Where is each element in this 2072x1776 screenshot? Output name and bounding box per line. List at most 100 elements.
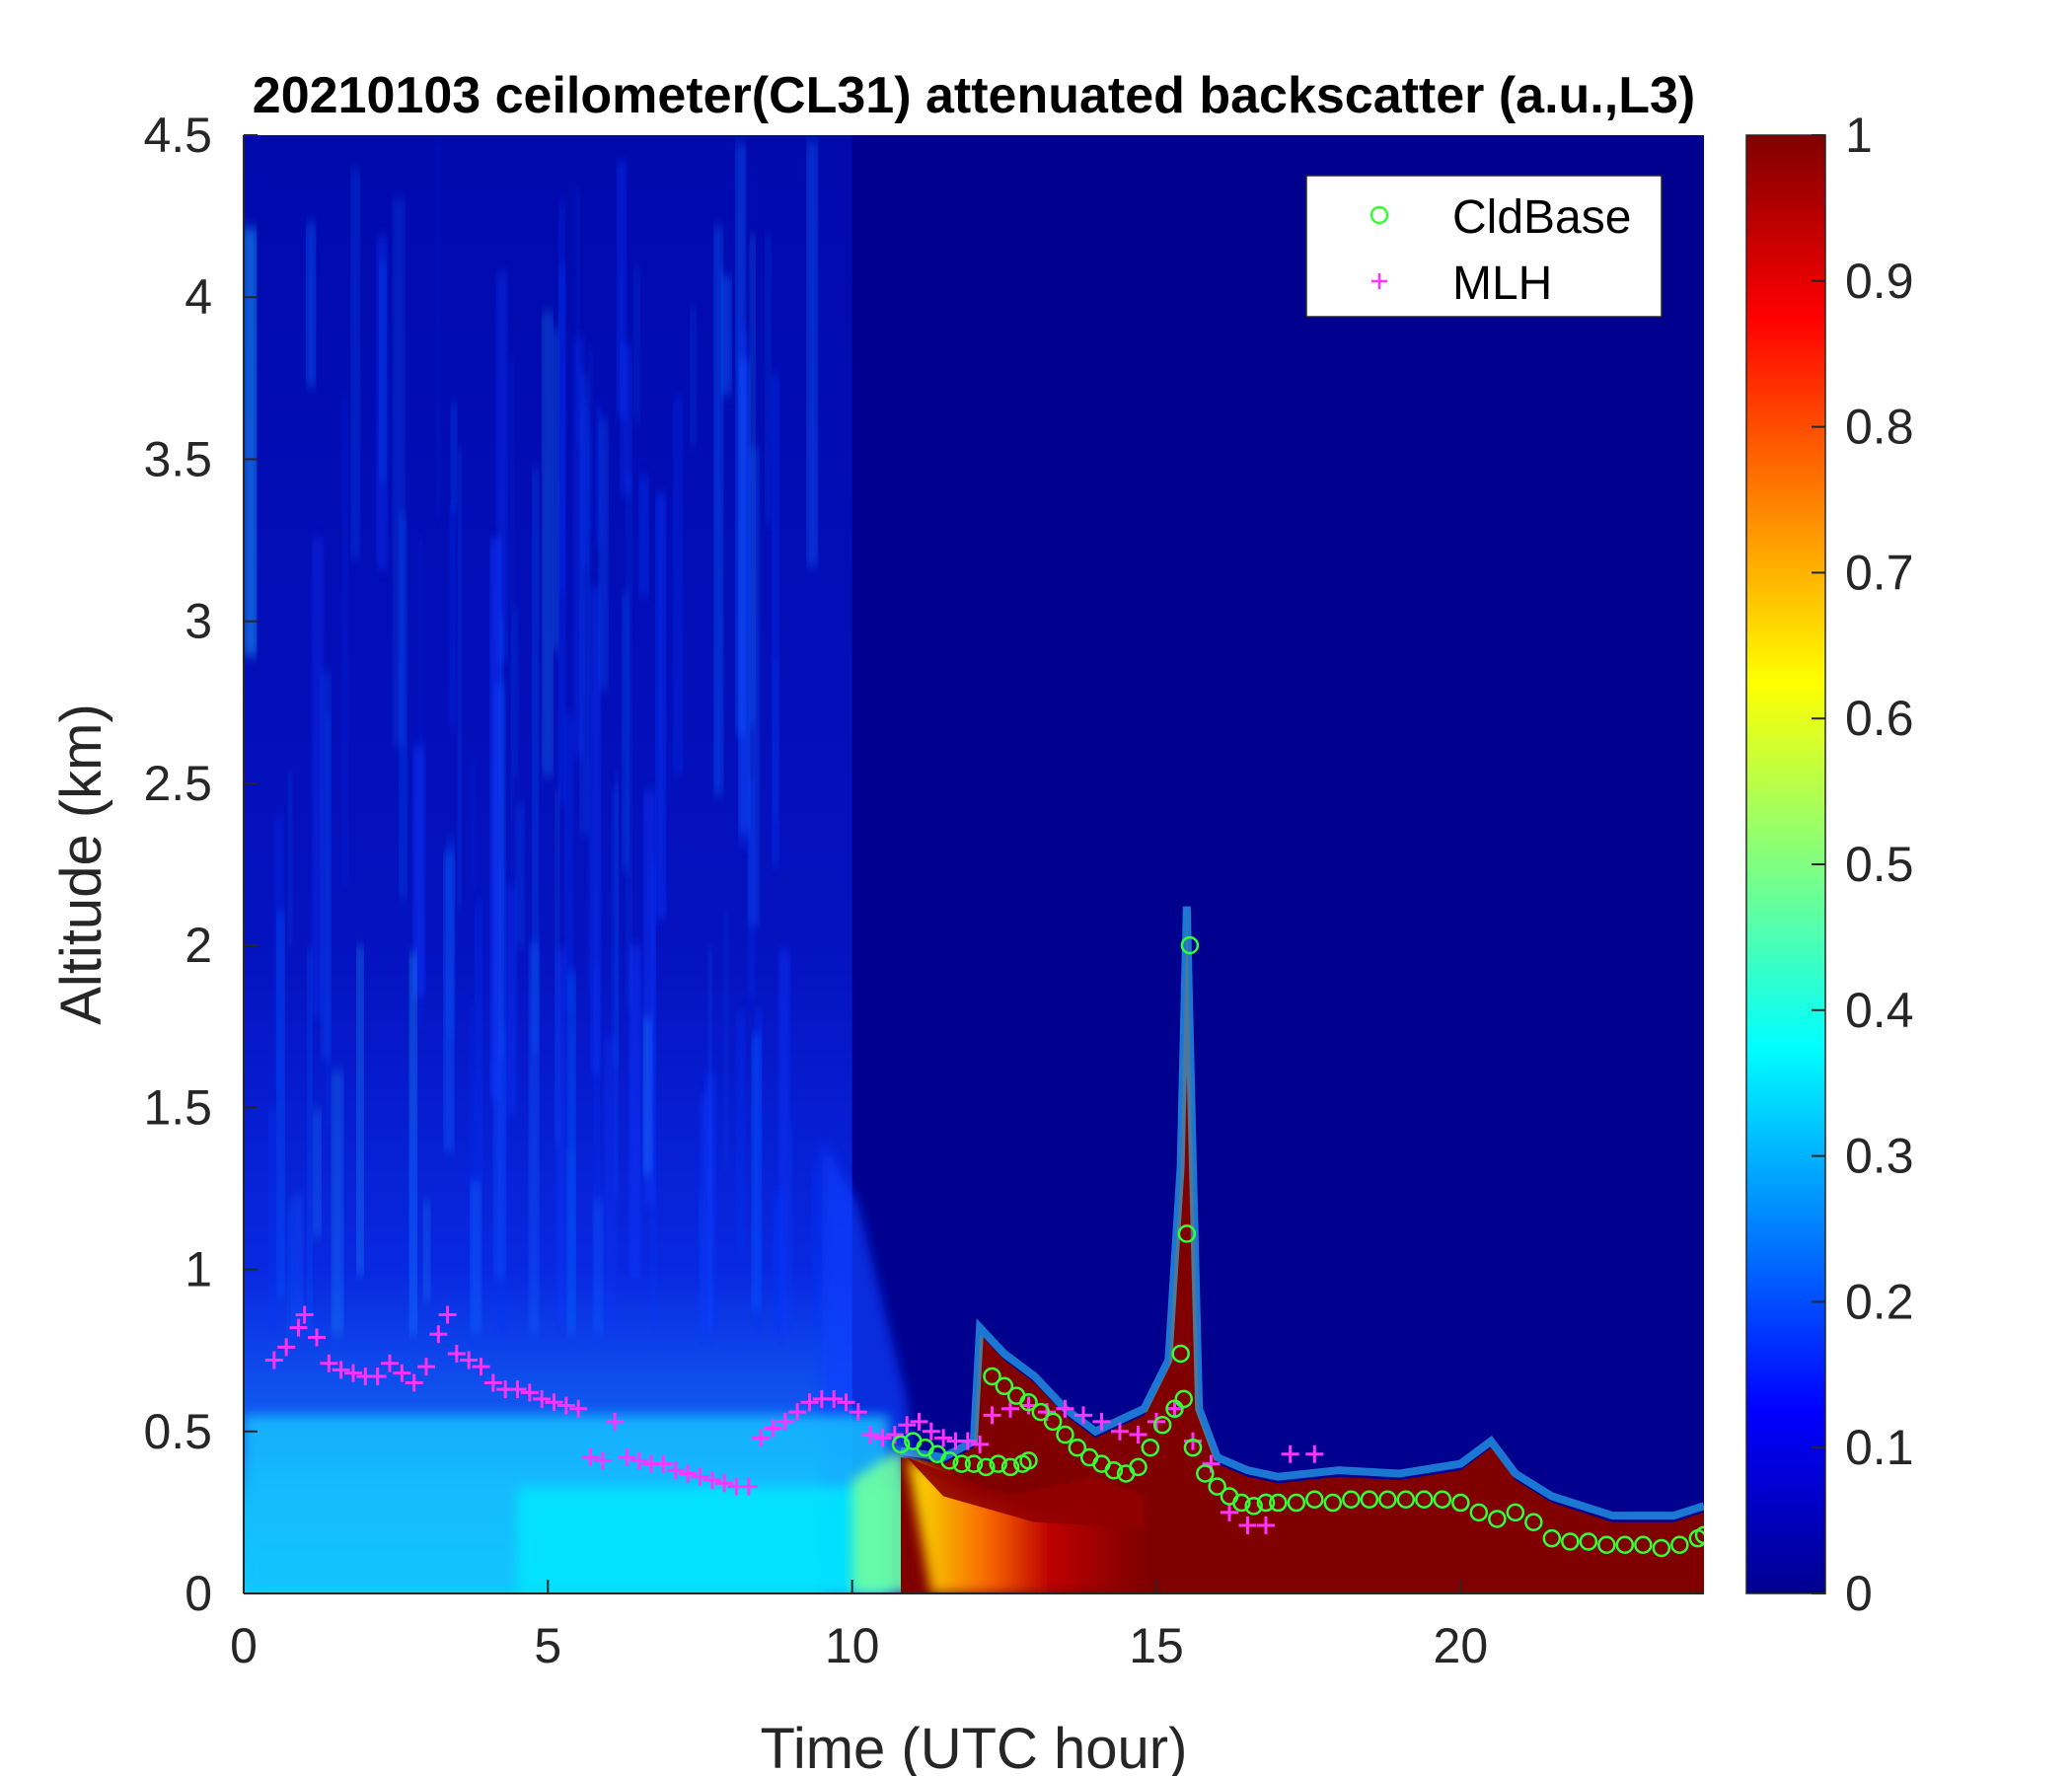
cldbase-point <box>989 1454 1007 1473</box>
mlh-point <box>898 1416 917 1435</box>
cldbase-point <box>1056 1425 1074 1444</box>
cldbase-point <box>1287 1493 1306 1513</box>
cldbase-point <box>952 1454 971 1473</box>
y-tick-label: 4 <box>185 269 212 325</box>
cldbase-point <box>1000 1457 1020 1477</box>
legend-cldbase-label: CldBase <box>1452 191 1631 244</box>
cldbase-point <box>1597 1535 1616 1554</box>
mlh-point <box>1056 1399 1074 1418</box>
y-axis-label: Altitude (km) <box>49 703 113 1025</box>
x-tick-label: 15 <box>1129 1618 1184 1673</box>
mlh-point <box>983 1406 1001 1425</box>
mlh-point <box>800 1393 819 1412</box>
x-tick-label: 20 <box>1434 1618 1489 1673</box>
legend-mlh-label: MLH <box>1452 258 1552 310</box>
mlh-point <box>593 1451 612 1470</box>
mlh-point <box>520 1383 539 1402</box>
colorbar-ticks: 0 0.1 0.2 0.3 0.4 0.5 0.6 0.7 0.8 0.9 1 <box>1812 108 1914 1621</box>
y-tick-label: 0.5 <box>143 1404 212 1459</box>
mlh-point <box>381 1354 399 1372</box>
cldbase-point <box>1104 1460 1124 1480</box>
chart-title: 20210103 ceilometer(CL31) attenuated bac… <box>253 67 1695 124</box>
cldbase-point <box>1165 1399 1184 1419</box>
mlh-point <box>825 1389 844 1408</box>
mlh-point <box>332 1361 350 1379</box>
mlh-point <box>666 1461 685 1480</box>
mlh-point <box>1092 1412 1111 1431</box>
cldbase-point <box>1269 1493 1288 1513</box>
cldbase-point <box>1488 1510 1507 1528</box>
mlh-point <box>438 1305 457 1324</box>
mlh-point <box>545 1393 563 1412</box>
cldbase-point <box>1396 1490 1416 1510</box>
cldbase-point <box>1694 1525 1704 1545</box>
colorbar-tick-label: 0.5 <box>1845 837 1914 892</box>
mlh-point <box>1074 1406 1092 1425</box>
cldbase-point <box>1615 1535 1635 1554</box>
y-tick-label: 4.5 <box>143 108 212 163</box>
mlh-point <box>1238 1517 1257 1535</box>
mlh-point <box>569 1399 588 1418</box>
mlh-point <box>447 1344 466 1363</box>
mlh-point <box>264 1351 283 1369</box>
cldbase-point <box>1652 1538 1671 1558</box>
mlh-point <box>483 1373 502 1392</box>
cldbase-point <box>1378 1490 1397 1510</box>
mlh-point <box>849 1403 867 1422</box>
marker-series <box>264 935 1704 1558</box>
cldbase-point <box>1196 1464 1215 1483</box>
cldbase-point <box>1323 1493 1343 1513</box>
mlh-point <box>703 1471 721 1490</box>
mlh-point <box>1001 1399 1019 1418</box>
mlh-point <box>922 1422 940 1441</box>
legend-cldbase-marker <box>1369 205 1389 225</box>
x-tick-label: 5 <box>534 1618 561 1673</box>
cldbase-point <box>1043 1412 1063 1432</box>
cldbase-point <box>1451 1493 1470 1513</box>
cldbase-point <box>1171 1344 1190 1364</box>
y-tick-label: 3.5 <box>143 431 212 486</box>
mlh-point <box>788 1403 807 1422</box>
mlh-point <box>1111 1422 1129 1441</box>
mlh-point <box>958 1432 977 1450</box>
cldbase-point <box>1174 1389 1193 1409</box>
mlh-point <box>837 1393 855 1412</box>
cldbase-point <box>1152 1415 1172 1435</box>
cldbase-point <box>1068 1438 1087 1457</box>
cldbase-point <box>1129 1457 1147 1477</box>
x-tick-label: 10 <box>825 1618 880 1673</box>
cldbase-point <box>964 1454 984 1473</box>
cldbase-point <box>1524 1513 1543 1531</box>
colorbar-tick-label: 0.8 <box>1845 400 1914 455</box>
x-axis-label: Time (UTC hour) <box>761 1717 1188 1776</box>
colorbar: 0 0.1 0.2 0.3 0.4 0.5 0.6 0.7 0.8 0.9 1 <box>1745 108 1914 1621</box>
x-axis-ticks: 0 5 10 15 20 <box>230 1580 1488 1673</box>
mlh-point <box>629 1451 648 1470</box>
mlh-point <box>873 1429 892 1447</box>
cldbase-point <box>1244 1497 1263 1516</box>
cldbase-point <box>1670 1535 1689 1554</box>
colorbar-tick-label: 0.9 <box>1845 254 1914 309</box>
mlh-point <box>405 1373 423 1392</box>
mlh-point <box>581 1448 600 1467</box>
y-tick-label: 2 <box>185 918 212 973</box>
cldbase-point <box>940 1451 959 1470</box>
mlh-point <box>277 1338 296 1357</box>
cldbase-point <box>1141 1438 1160 1457</box>
colorbar-tick-label: 0.4 <box>1845 983 1914 1038</box>
y-tick-label: 1 <box>185 1242 212 1297</box>
mlh-point <box>679 1464 698 1483</box>
cldbase-point <box>1180 935 1200 955</box>
mlh-point <box>368 1367 387 1385</box>
cldbase-point <box>1019 1392 1038 1412</box>
mlh-point <box>533 1389 552 1408</box>
cldbase-point <box>1634 1535 1653 1554</box>
mlh-point <box>752 1429 771 1447</box>
colorbar-tick-label: 0.1 <box>1845 1420 1914 1475</box>
cldbase-point <box>995 1376 1014 1396</box>
legend-box <box>1305 175 1663 318</box>
mlh-point <box>618 1448 636 1467</box>
colorbar-tick-label: 0.3 <box>1845 1129 1914 1184</box>
cldbase-point <box>1305 1490 1324 1510</box>
